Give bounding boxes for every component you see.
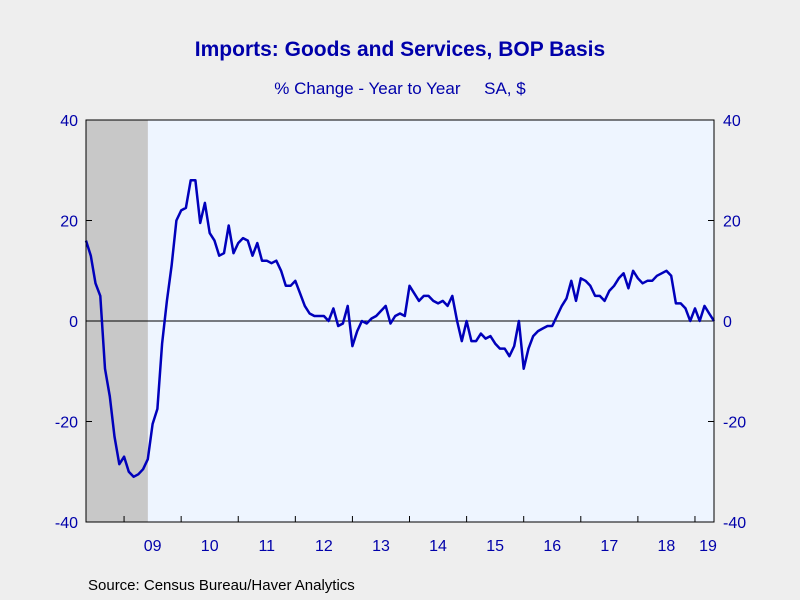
chart-subtitle: % Change - Year to Year SA, $	[274, 79, 526, 98]
y-tick-label-right: 20	[723, 214, 741, 231]
y-tick-label-right: 0	[723, 314, 732, 331]
y-tick-label-right: -40	[723, 515, 746, 532]
x-tick-label: 12	[315, 538, 333, 555]
x-tick-label: 11	[258, 538, 275, 555]
x-tick-label: 13	[372, 538, 390, 555]
x-tick-label: 16	[543, 538, 561, 555]
y-tick-label-left: -40	[55, 515, 78, 532]
x-tick-label: 10	[201, 538, 219, 555]
y-tick-label-left: 0	[69, 314, 78, 331]
y-tick-label-left: 20	[60, 214, 78, 231]
chart-title: Imports: Goods and Services, BOP Basis	[194, 38, 606, 61]
x-tick-label: 18	[658, 538, 676, 555]
x-tick-label: 09	[144, 538, 162, 555]
plot-frame	[85, 119, 715, 523]
series-line	[84, 179, 716, 479]
x-tick-label: 17	[600, 538, 618, 555]
y-tick-label-right: 40	[723, 113, 741, 130]
y-tick-label-left: 40	[60, 113, 78, 130]
y-tick-label-left: -20	[55, 415, 78, 432]
y-tick-label-right: -20	[723, 415, 746, 432]
x-tick-label: 15	[486, 538, 504, 555]
x-tick-label: 14	[429, 538, 447, 555]
x-tick-label: 19	[699, 538, 717, 555]
source-note: Source: Census Bureau/Haver Analytics	[88, 577, 355, 594]
